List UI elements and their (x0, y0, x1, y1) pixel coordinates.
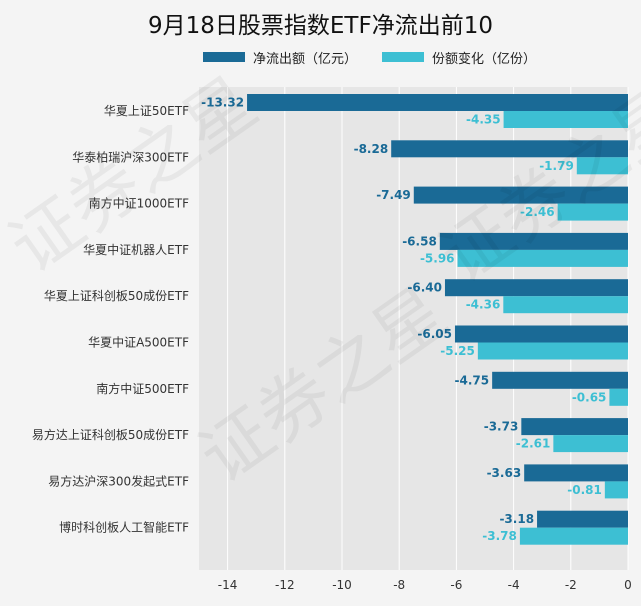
bar (537, 510, 628, 528)
bar (524, 464, 628, 482)
data-labels: -13.32 -4.35 -8.28 -1.79 -7.49 -2.46 -6.58 -5.9… (201, 96, 606, 544)
x-tick-label: -14 (218, 578, 238, 592)
chart-title: 9月18日股票指数ETF净流出前10 (148, 13, 493, 39)
bar (503, 296, 628, 314)
legend-swatch-net-outflow (203, 52, 245, 62)
bar (604, 481, 628, 499)
bar (439, 232, 628, 250)
x-tick-label: -12 (275, 578, 295, 592)
data-label: -3.78 (482, 529, 517, 543)
data-label: -13.32 (201, 96, 244, 110)
data-label: -8.28 (354, 142, 389, 156)
bar (457, 249, 628, 267)
bar (492, 371, 628, 389)
x-tick-label: -10 (332, 578, 352, 592)
bar (413, 186, 628, 204)
data-label: -3.18 (499, 512, 534, 526)
bar (247, 94, 628, 111)
y-tick-label: 华夏上证50ETF (104, 104, 189, 118)
y-tick-label: 华夏上证科创板50成份ETF (44, 289, 189, 303)
bar (557, 203, 628, 221)
bar (503, 111, 628, 128)
y-tick-label: 华夏中证机器人ETF (83, 242, 189, 257)
bar (519, 527, 628, 545)
legend-label-net-outflow: 净流出额（亿元） (253, 51, 358, 67)
legend-item-share-change: 份额变化（亿份） (382, 48, 537, 67)
bar (609, 388, 628, 406)
bar (477, 342, 628, 360)
y-tick-label: 易方达沪深300发起式ETF (48, 473, 189, 488)
data-label: -5.96 (420, 251, 455, 265)
data-label: -0.81 (567, 483, 602, 497)
data-label: -4.36 (466, 298, 501, 312)
bar (454, 325, 628, 343)
y-tick-label: 南方中证500ETF (96, 381, 189, 396)
y-tick-label: 南方中证1000ETF (89, 196, 189, 211)
data-label: -4.35 (466, 113, 501, 127)
data-label: -5.25 (440, 344, 475, 358)
x-tick-label: -4 (508, 578, 520, 592)
bar (391, 140, 628, 158)
bar (521, 418, 628, 436)
legend-swatch-share-change (382, 52, 424, 62)
bar (444, 279, 628, 297)
data-label: -3.63 (487, 466, 522, 480)
x-axis-labels: -14 -12 -10 -8 -6 -4 -2 0 (218, 578, 632, 592)
data-label: -6.58 (402, 234, 437, 248)
x-tick-label: 0 (624, 578, 632, 592)
legend-item-net-outflow: 净流出额（亿元） (203, 48, 358, 67)
x-tick-label: -2 (565, 578, 577, 592)
y-tick-label: 华泰柏瑞沪深300ETF (72, 149, 189, 164)
x-tick-label: -6 (450, 578, 462, 592)
data-label: -2.46 (520, 205, 555, 219)
data-label: -4.75 (455, 373, 490, 387)
data-label: -3.73 (484, 420, 519, 434)
y-tick-label: 华夏中证A500ETF (88, 335, 189, 350)
y-tick-label: 易方达上证科创板50成份ETF (32, 427, 189, 442)
data-label: -0.65 (572, 390, 607, 404)
data-label: -6.05 (417, 327, 452, 341)
data-label: -2.61 (516, 437, 551, 451)
y-tick-label: 博时科创板人工智能ETF (59, 520, 189, 535)
x-tick-label: -8 (393, 578, 405, 592)
data-label: -7.49 (376, 188, 411, 202)
legend-label-share-change: 份额变化（亿份） (432, 51, 537, 67)
data-label: -6.40 (407, 281, 442, 295)
bar (576, 157, 628, 175)
bars (247, 94, 628, 545)
data-label: -1.79 (539, 159, 574, 173)
y-axis-labels: 华夏上证50ETF 华泰柏瑞沪深300ETF 南方中证1000ETF 华夏中证机器人E… (32, 104, 189, 535)
bar (553, 435, 628, 453)
